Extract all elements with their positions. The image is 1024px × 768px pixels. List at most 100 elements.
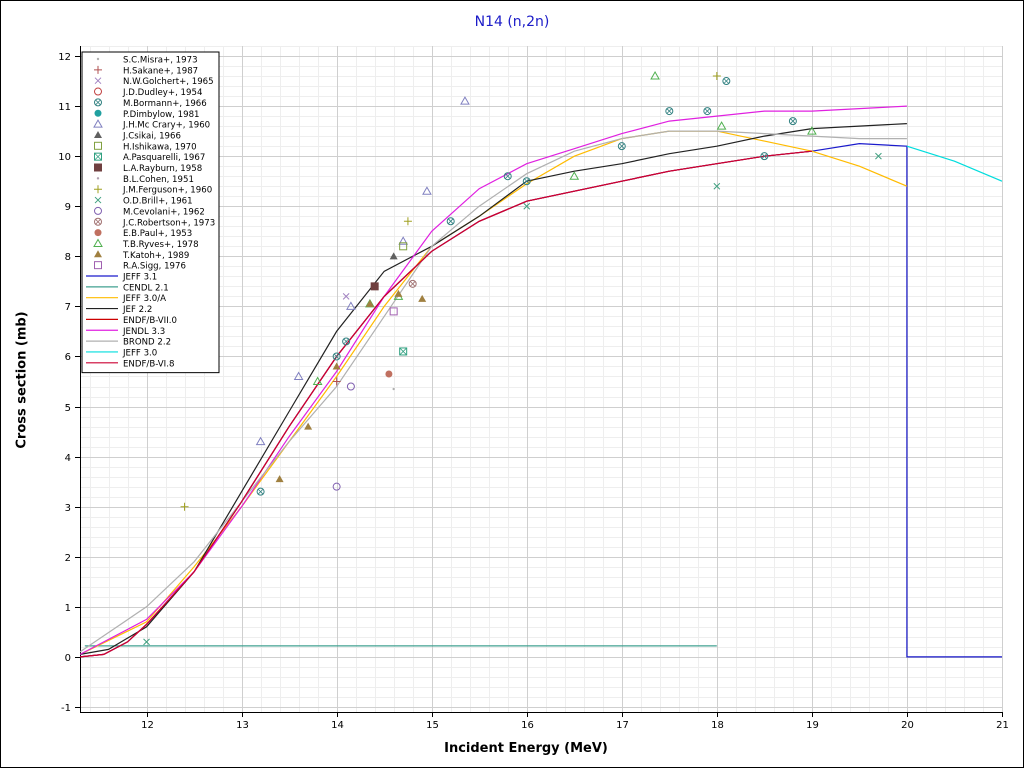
legend-marker [96, 177, 100, 180]
data-point [342, 337, 351, 346]
data-point [275, 475, 284, 483]
x-tick-label: 17 [616, 720, 629, 731]
legend-marker [94, 196, 102, 204]
legend-label: N.W.Golchert+, 1965 [123, 77, 214, 87]
x-tick-label: 15 [426, 720, 439, 731]
y-tick-label: 8 [65, 252, 71, 263]
evaluated-curves [80, 105, 1002, 658]
legend-label: CENDL 2.1 [123, 283, 169, 293]
legend-item: JENDL 3.3 [86, 327, 165, 337]
legend-item: P.Dimbylow, 1981 [94, 109, 200, 120]
data-point [394, 289, 403, 297]
data-point [460, 96, 470, 105]
data-point [712, 72, 721, 81]
legend-item: H.Ishikawa, 1970 [94, 141, 197, 152]
legend-marker [94, 87, 102, 96]
data-point [875, 152, 882, 160]
legend-item: N.W.Golchert+, 1965 [94, 77, 214, 87]
x-tick-label: 16 [521, 720, 534, 731]
legend-item: T.B.Ryves+, 1978 [93, 238, 199, 250]
y-tick-label: -1 [61, 703, 71, 714]
legend-label: ENDF/B-VI.8 [123, 359, 174, 369]
chart-title: N14 (n,2n) [474, 14, 550, 30]
legend-item: J.H.Mc Crary+, 1960 [93, 119, 210, 131]
curve-brond-2-2 [80, 130, 907, 653]
legend-marker [93, 119, 103, 128]
legend-item: BROND 2.2 [86, 338, 171, 348]
x-tick-label: 21 [996, 720, 1009, 731]
data-point [398, 236, 409, 245]
y-tick-label: 7 [65, 302, 71, 313]
data-point [332, 482, 341, 491]
data-point [503, 172, 512, 181]
data-point [332, 362, 341, 370]
y-tick-label: 0 [65, 653, 71, 664]
legend-marker [94, 98, 102, 107]
data-point [332, 377, 341, 386]
data-point [703, 107, 712, 116]
legend-label: O.D.Brill+, 1961 [123, 197, 193, 207]
data-point [389, 307, 398, 316]
legend-item: ENDF/B-VII.0 [86, 316, 177, 326]
legend-item: JEFF 3.1 [86, 273, 157, 283]
legend-label: J.Csikai, 1966 [122, 131, 181, 141]
legend-item: E.B.Paul+, 1953 [94, 229, 192, 239]
legend-marker [94, 229, 102, 237]
data-point [370, 282, 379, 291]
data-point [650, 71, 660, 80]
legend-label: J.M.Ferguson+, 1960 [122, 186, 212, 196]
legend-item: M.Cevolani+, 1962 [94, 206, 205, 217]
data-point [807, 126, 817, 135]
legend-label: JEFF 3.0 [122, 348, 157, 358]
legend-item: ENDF/B-VI.8 [86, 359, 174, 369]
legend-label: H.Sakane+, 1987 [123, 66, 198, 76]
x-tick-label: 20 [901, 720, 914, 731]
x-tick-label: 14 [331, 720, 344, 731]
y-tick-label: 11 [58, 102, 71, 113]
y-tick-label: 4 [65, 453, 71, 464]
legend-item: A.Pasquarelli, 1967 [94, 152, 205, 163]
legend-label: BROND 2.2 [123, 338, 171, 348]
data-point [617, 142, 626, 151]
data-point [143, 638, 150, 646]
legend-marker [96, 57, 100, 61]
data-point [523, 202, 531, 210]
x-tick-label: 13 [236, 720, 249, 731]
data-point [403, 217, 412, 226]
x-tick-label: 19 [806, 720, 819, 731]
data-point [385, 370, 393, 378]
legend-label: E.B.Paul+, 1953 [123, 229, 192, 239]
legend-label: M.Cevolani+, 1962 [123, 207, 205, 217]
legend-label: P.Dimbylow, 1981 [123, 110, 200, 120]
legend-label: JENDL 3.3 [122, 327, 165, 337]
legend-item: H.Sakane+, 1987 [94, 65, 198, 76]
data-point [713, 182, 721, 190]
y-tick-label: 3 [65, 503, 71, 514]
legend-marker [94, 109, 102, 117]
legend-item: J.Csikai, 1966 [94, 130, 181, 141]
legend-marker [94, 185, 102, 194]
legend-marker [94, 206, 102, 215]
data-point [256, 487, 265, 496]
x-axis-label: Incident Energy (MeV) [444, 741, 608, 756]
y-tick-label: 12 [58, 52, 71, 63]
legend-item: S.C.Misra+, 1973 [96, 56, 198, 66]
y-tick-label: 10 [58, 152, 71, 163]
legend-item: L.A.Rayburn, 1958 [94, 163, 202, 174]
data-point [788, 117, 797, 126]
legend-marker [94, 163, 102, 172]
legend-item: O.D.Brill+, 1961 [94, 196, 193, 207]
y-tick-label: 5 [65, 403, 71, 414]
data-point [255, 436, 266, 446]
data-point [446, 217, 455, 226]
legend-item: CENDL 2.1 [86, 283, 169, 293]
legend-item: JEFF 3.0/A [86, 294, 166, 304]
legend-marker [94, 77, 102, 85]
data-point [332, 352, 341, 361]
legend-label: JEF 2.2 [122, 305, 152, 315]
legend-label: A.Pasquarelli, 1967 [123, 153, 205, 163]
data-point [418, 294, 427, 302]
legend-label: B.L.Cohen, 1951 [123, 175, 194, 185]
data-point [293, 371, 304, 380]
